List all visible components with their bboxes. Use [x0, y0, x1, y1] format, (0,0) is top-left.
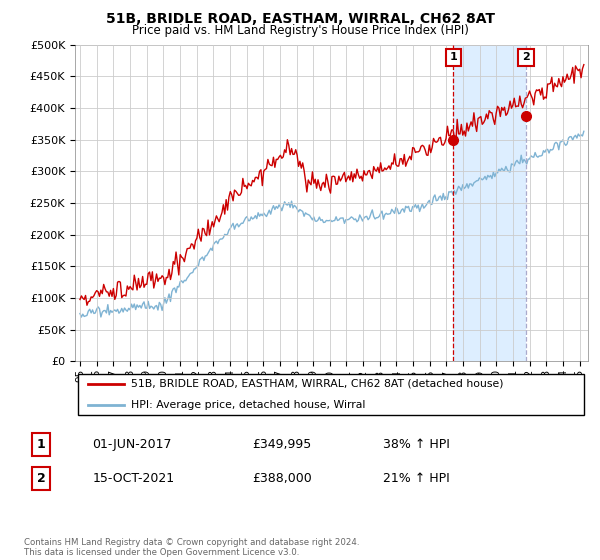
Text: 51B, BRIDLE ROAD, EASTHAM, WIRRAL, CH62 8AT: 51B, BRIDLE ROAD, EASTHAM, WIRRAL, CH62 … [106, 12, 494, 26]
Text: £349,995: £349,995 [252, 438, 311, 451]
Text: 15-OCT-2021: 15-OCT-2021 [92, 472, 175, 486]
Text: 1: 1 [37, 438, 46, 451]
Text: Price paid vs. HM Land Registry's House Price Index (HPI): Price paid vs. HM Land Registry's House … [131, 24, 469, 37]
Text: 2: 2 [523, 53, 530, 63]
Text: 38% ↑ HPI: 38% ↑ HPI [383, 438, 450, 451]
Bar [454, 45, 526, 361]
Text: 51B, BRIDLE ROAD, EASTHAM, WIRRAL, CH62 8AT (detached house): 51B, BRIDLE ROAD, EASTHAM, WIRRAL, CH62 … [131, 379, 504, 389]
Text: 21% ↑ HPI: 21% ↑ HPI [383, 472, 450, 486]
Text: 2: 2 [37, 472, 46, 486]
Text: £388,000: £388,000 [252, 472, 312, 486]
FancyBboxPatch shape [77, 374, 584, 415]
Text: Contains HM Land Registry data © Crown copyright and database right 2024.
This d: Contains HM Land Registry data © Crown c… [24, 538, 359, 557]
Text: 1: 1 [449, 53, 457, 63]
Text: HPI: Average price, detached house, Wirral: HPI: Average price, detached house, Wirr… [131, 400, 366, 410]
Text: 01-JUN-2017: 01-JUN-2017 [92, 438, 172, 451]
